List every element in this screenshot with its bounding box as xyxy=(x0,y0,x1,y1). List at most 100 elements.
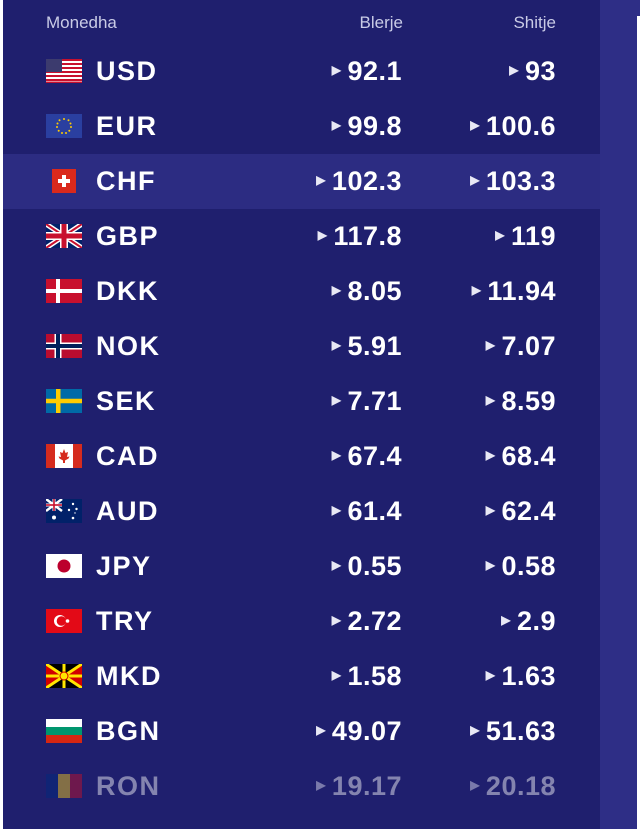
buy-rate: ▶ 117.8 xyxy=(318,221,402,252)
buy-rate-value: 19.17 xyxy=(331,771,402,801)
caret-right-icon: ▶ xyxy=(485,668,496,682)
buy-rate-value: 61.4 xyxy=(347,496,402,526)
sell-rate-value: 1.63 xyxy=(501,661,556,691)
caret-right-icon: ▶ xyxy=(331,118,342,132)
caret-right-icon: ▶ xyxy=(316,778,326,792)
buy-rate: ▶ 49.07 xyxy=(316,716,402,747)
currency-code: GBP xyxy=(96,221,160,251)
sell-rate-value: 51.63 xyxy=(485,716,556,746)
canada-flag-icon xyxy=(46,444,82,468)
table-row: EUR ▶ 99.8 ▶ 100.6 xyxy=(3,99,600,154)
currency-code: BGN xyxy=(96,716,161,746)
caret-right-icon: ▶ xyxy=(470,723,480,737)
sell-rate: ▶ 93 xyxy=(509,56,556,87)
table-row: CHF ▶ 102.3 ▶ 103.3 xyxy=(3,154,600,209)
caret-right-icon: ▶ xyxy=(485,338,496,352)
currency-code: NOK xyxy=(96,331,161,361)
sell-rate: ▶ 51.63 xyxy=(470,716,556,747)
switzerland-flag-icon xyxy=(46,169,82,193)
caret-right-icon: ▶ xyxy=(470,173,480,187)
table-row-partial xyxy=(3,814,600,829)
table-row: GBP ▶ 117.8 ▶ 119 xyxy=(3,209,600,264)
currency-code: AUD xyxy=(96,496,159,526)
sell-rate: ▶ 1.63 xyxy=(486,661,556,692)
sell-rate-value: 20.18 xyxy=(485,771,556,801)
sell-rate: ▶ 20.18 xyxy=(470,771,556,802)
sell-rate: ▶ 119 xyxy=(495,221,556,252)
adjacent-panel-edge xyxy=(637,16,640,829)
buy-rate: ▶ 7.71 xyxy=(332,386,402,417)
sell-rate-value: 11.94 xyxy=(487,276,556,306)
buy-rate-value: 99.8 xyxy=(347,111,402,141)
table-row: RON ▶ 19.17 ▶ 20.18 xyxy=(3,759,600,814)
sell-rate: ▶ 2.9 xyxy=(501,606,556,637)
buy-rate: ▶ 1.58 xyxy=(332,661,402,692)
table-row: JPY ▶ 0.55 ▶ 0.58 xyxy=(3,539,600,594)
caret-right-icon: ▶ xyxy=(331,448,342,462)
buy-rate-value: 117.8 xyxy=(333,221,402,251)
buy-rate-value: 0.55 xyxy=(347,551,402,581)
buy-rate-value: 5.91 xyxy=(347,331,402,361)
north-macedonia-flag-icon xyxy=(46,664,82,688)
buy-rate: ▶ 8.05 xyxy=(332,276,402,307)
side-panel-edge xyxy=(600,0,640,829)
currency-code: USD xyxy=(96,56,158,86)
romania-flag-icon xyxy=(46,774,82,798)
caret-right-icon: ▶ xyxy=(331,393,342,407)
caret-right-icon: ▶ xyxy=(316,723,326,737)
caret-right-icon: ▶ xyxy=(470,778,480,792)
bulgaria-flag-icon xyxy=(46,719,82,743)
sell-rate: ▶ 11.94 xyxy=(472,276,556,307)
table-row: CAD ▶ 67.4 ▶ 68.4 xyxy=(3,429,600,484)
japan-flag-icon xyxy=(46,554,82,578)
sell-rate-value: 93 xyxy=(524,56,556,86)
sell-rate-value: 0.58 xyxy=(501,551,556,581)
turkey-flag-icon xyxy=(46,609,82,633)
denmark-flag-icon xyxy=(46,279,82,303)
sell-rate-value: 2.9 xyxy=(516,606,556,636)
australia-flag-icon xyxy=(46,499,82,523)
table-row: TRY ▶ 2.72 ▶ 2.9 xyxy=(3,594,600,649)
table-row: NOK ▶ 5.91 ▶ 7.07 xyxy=(3,319,600,374)
caret-right-icon: ▶ xyxy=(501,613,511,627)
caret-right-icon: ▶ xyxy=(470,118,480,132)
sell-rate: ▶ 103.3 xyxy=(470,166,556,197)
buy-rate-value: 92.1 xyxy=(347,56,402,86)
buy-rate: ▶ 2.72 xyxy=(332,606,402,637)
buy-rate: ▶ 67.4 xyxy=(332,441,402,472)
caret-right-icon: ▶ xyxy=(331,613,342,627)
currency-code: CAD xyxy=(96,441,159,471)
currency-code: TRY xyxy=(96,606,154,636)
caret-right-icon: ▶ xyxy=(495,228,505,242)
currency-code: SEK xyxy=(96,386,157,416)
caret-right-icon: ▶ xyxy=(331,503,342,517)
sell-rate: ▶ 8.59 xyxy=(486,386,556,417)
buy-rate: ▶ 5.91 xyxy=(332,331,402,362)
currency-code: EUR xyxy=(96,111,158,141)
sell-rate-value: 103.3 xyxy=(485,166,556,196)
column-header-buy: Blerje xyxy=(359,13,403,32)
currency-code: MKD xyxy=(96,661,162,691)
eu-flag-icon xyxy=(46,114,82,138)
sell-rate-value: 100.6 xyxy=(485,111,556,141)
caret-right-icon: ▶ xyxy=(331,63,342,77)
sell-rate: ▶ 62.4 xyxy=(486,496,556,527)
buy-rate-value: 49.07 xyxy=(331,716,402,746)
exchange-rate-table: Monedha Blerje Shitje USD ▶ 92.1 ▶ 93 EUR … xyxy=(3,0,600,829)
column-header-currency: Monedha xyxy=(46,13,117,32)
sweden-flag-icon xyxy=(46,389,82,413)
sell-rate-value: 62.4 xyxy=(501,496,556,526)
caret-right-icon: ▶ xyxy=(331,558,342,572)
buy-rate-value: 67.4 xyxy=(347,441,402,471)
caret-right-icon: ▶ xyxy=(485,393,496,407)
table-header: Monedha Blerje Shitje xyxy=(3,0,600,44)
usa-flag-icon xyxy=(46,59,82,83)
buy-rate-value: 1.58 xyxy=(347,661,402,691)
currency-code: RON xyxy=(96,771,161,801)
buy-rate: ▶ 0.55 xyxy=(332,551,402,582)
buy-rate: ▶ 92.1 xyxy=(332,56,402,87)
sell-rate-value: 7.07 xyxy=(501,331,556,361)
table-row: BGN ▶ 49.07 ▶ 51.63 xyxy=(3,704,600,759)
buy-rate: ▶ 61.4 xyxy=(332,496,402,527)
buy-rate-value: 2.72 xyxy=(347,606,402,636)
